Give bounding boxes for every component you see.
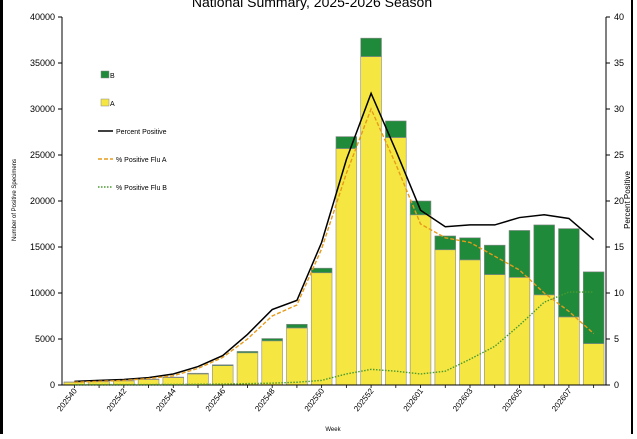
bar-a-202606 <box>534 295 555 385</box>
x-axis-label: Week <box>325 427 341 433</box>
left-border <box>0 0 3 434</box>
bar-a-202550 <box>311 273 332 385</box>
x-tick-label: 202603 <box>451 386 475 413</box>
x-tick-label: 202546 <box>204 386 228 413</box>
bar-a-202548 <box>262 341 283 385</box>
x-tick-label: 202601 <box>402 386 426 413</box>
legend-swatch-a <box>101 99 109 106</box>
x-tick-label: 202544 <box>154 386 178 413</box>
bar-b-202545 <box>188 373 209 374</box>
y-left-tick-label: 35000 <box>30 58 55 68</box>
x-tick-label: 202607 <box>550 386 574 413</box>
y-left-tick-label: 40000 <box>30 12 55 22</box>
bar-a-202546 <box>212 366 233 385</box>
legend-label-positive-flu-a: % Positive Flu A <box>116 157 167 164</box>
legend-label-b: B <box>110 73 115 80</box>
bar-a-202601 <box>410 215 431 385</box>
y-right-tick-label: 10 <box>614 288 624 298</box>
y-right-tick-label: 35 <box>614 58 624 68</box>
legend-swatch-b <box>101 71 109 78</box>
bar-a-202602 <box>435 250 456 385</box>
y-left-tick-label: 25000 <box>30 150 55 160</box>
y-left-tick-label: 20000 <box>30 196 55 206</box>
bar-b-202548 <box>262 339 283 341</box>
y-right-tick-label: 15 <box>614 242 624 252</box>
y-right-tick-label: 5 <box>614 334 619 344</box>
y-left-tick-label: 5000 <box>35 334 55 344</box>
x-tick-label: 202550 <box>303 386 327 413</box>
x-tick-label: 202540 <box>55 386 79 413</box>
x-tick-label: 202605 <box>500 386 524 413</box>
y-left-tick-label: 10000 <box>30 288 55 298</box>
bar-a-202547 <box>237 353 258 385</box>
x-tick-label: 202542 <box>105 386 129 413</box>
y-left-tick-label: 30000 <box>30 104 55 114</box>
y-left-tick-label: 0 <box>50 380 55 390</box>
y-right-tick-label: 30 <box>614 104 624 114</box>
right-border <box>631 0 633 434</box>
bar-b-202547 <box>237 351 258 352</box>
y-right-tick-label: 40 <box>614 12 624 22</box>
y-left-tick-label: 15000 <box>30 242 55 252</box>
bar-a-202607 <box>559 317 580 385</box>
bar-a-202552 <box>361 57 382 385</box>
legend: B A Percent Positive % Positive Flu A % Posi… <box>98 71 167 192</box>
x-tick-label: 202548 <box>253 386 277 413</box>
bar-b-202552 <box>361 38 382 56</box>
legend-label-positive-flu-b: % Positive Flu B <box>116 185 167 192</box>
y-right-tick-label: 0 <box>614 380 619 390</box>
bar-a-202553 <box>385 138 406 385</box>
bar-b-202607 <box>559 229 580 317</box>
y-right-tick-label: 25 <box>614 150 624 160</box>
bar-b-202605 <box>509 230 530 277</box>
chart-title: National Summary, 2025-2026 Season <box>192 0 432 10</box>
legend-label-percent-positive: Percent Positive <box>116 129 167 136</box>
bar-a-202604 <box>484 275 505 385</box>
bar-b-202550 <box>311 268 332 273</box>
legend-label-a: A <box>110 101 115 108</box>
y-axis-left-label: Number of Positive Specimens <box>12 159 18 241</box>
bar-b-202546 <box>212 365 233 366</box>
bar-a-202603 <box>460 260 481 385</box>
bar-b-202549 <box>287 324 308 328</box>
x-tick-label: 202552 <box>352 386 376 413</box>
bar-a-202549 <box>287 328 308 385</box>
bar-b-202606 <box>534 225 555 295</box>
bar-a-202608 <box>583 344 604 385</box>
y-right-tick-label: 20 <box>614 196 624 206</box>
bar-a-202545 <box>188 374 209 385</box>
